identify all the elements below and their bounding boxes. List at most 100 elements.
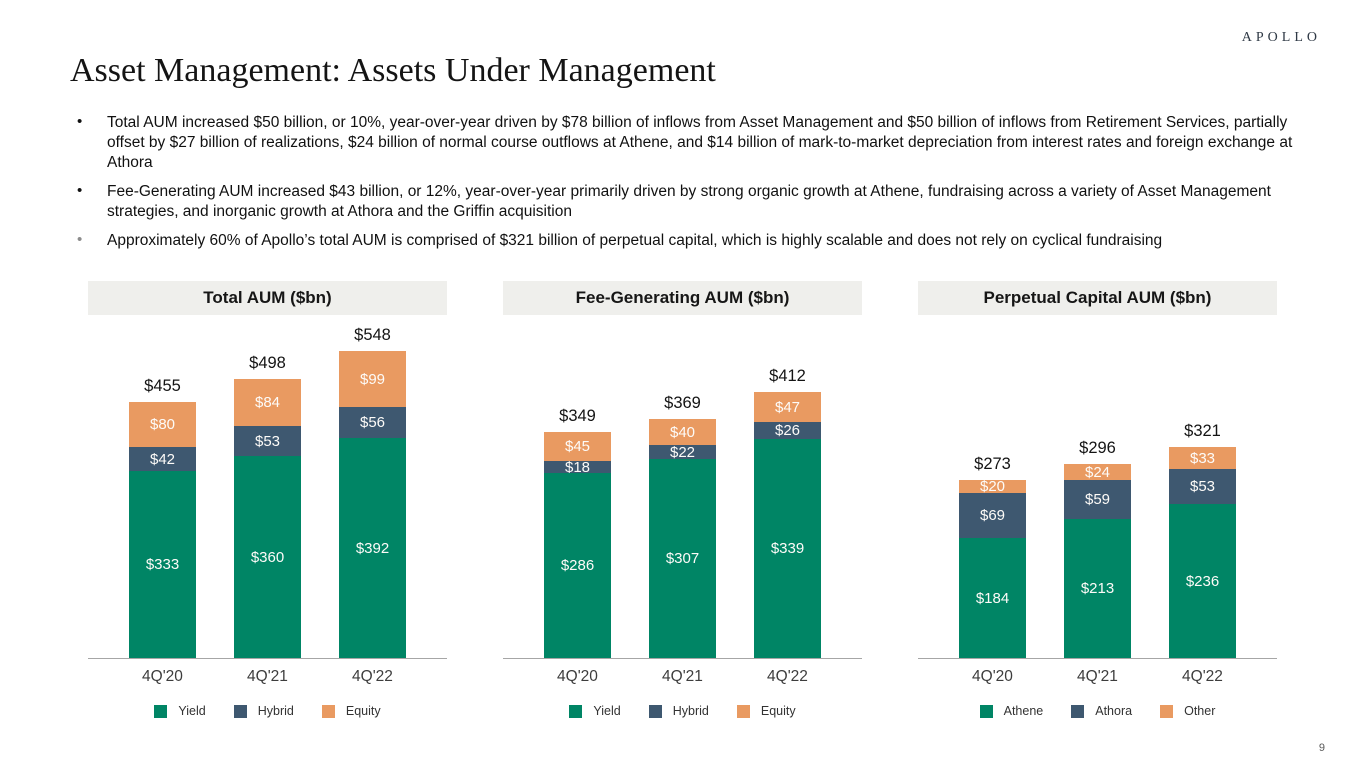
legend-label: Hybrid <box>672 704 709 718</box>
page-number: 9 <box>1318 742 1325 754</box>
bar-segment-equity: $80 <box>129 402 196 447</box>
bar-segment-athora: $69 <box>959 493 1026 538</box>
legend-swatch-icon <box>736 704 750 718</box>
chart-bars: $286 $18 $45 $349 $307 $22 $40 $369 $339 $26 $47 $4… <box>503 367 862 658</box>
bar-total-label: $273 <box>974 455 1011 473</box>
bullet-item-fee-generating-aum: Fee-Generating AUM increased $43 billion… <box>70 181 1296 222</box>
bar-4q21: $360 $53 $84 $498 <box>234 354 301 658</box>
charts-row: Total AUM ($bn) $333 $42 $80 $455 $360 $53 $84… <box>0 281 1365 718</box>
bullet-item-total-aum: Total AUM increased $50 billion, or 10%,… <box>70 112 1296 173</box>
legend-item-hybrid: Hybrid <box>648 704 709 718</box>
bar-4q22: $392 $56 $99 $548 <box>339 326 406 658</box>
bar-segment-yield: $307 <box>649 459 716 658</box>
bar-total-label: $455 <box>144 377 181 395</box>
legend-swatch-icon <box>569 704 583 718</box>
legend-label: Yield <box>178 704 206 718</box>
legend-item-equity: Equity <box>736 704 796 718</box>
x-axis-label: 4Q'20 <box>557 668 598 685</box>
bar-segment-athora: $59 <box>1064 480 1131 519</box>
bar-4q20: $333 $42 $80 $455 <box>129 377 196 658</box>
legend-label: Equity <box>345 704 381 718</box>
page-title: Asset Management: Assets Under Managemen… <box>70 52 716 89</box>
legend-swatch-icon <box>1071 704 1085 718</box>
chart-x-axis: 4Q'20 4Q'21 4Q'22 <box>88 668 447 686</box>
bar-segment-yield: $339 <box>754 439 821 658</box>
bar-segment-yield: $333 <box>129 471 196 658</box>
chart-x-axis: 4Q'20 4Q'21 4Q'22 <box>918 668 1277 686</box>
legend-item-equity: Equity <box>321 704 381 718</box>
bar-segment-yield: $360 <box>234 456 301 658</box>
bar-segment-other: $33 <box>1169 447 1236 469</box>
bar-segment-hybrid: $26 <box>754 422 821 439</box>
bar-segment-athora: $53 <box>1169 469 1236 504</box>
bar-4q20: $184 $69 $20 $273 <box>959 455 1026 658</box>
bar-segment-equity: $47 <box>754 392 821 422</box>
bar-segment-yield: $286 <box>544 473 611 658</box>
bar-segment-athene: $213 <box>1064 519 1131 658</box>
legend-label: Athora <box>1095 704 1133 718</box>
chart-bars: $184 $69 $20 $273 $213 $59 $24 $296 $236 $53 $33 $3… <box>918 422 1277 658</box>
chart-plot: $184 $69 $20 $273 $213 $59 $24 $296 $236 $53 $33 $3… <box>918 315 1277 659</box>
legend-swatch-icon <box>154 704 168 718</box>
bar-segment-athene: $236 <box>1169 504 1236 658</box>
chart-plot: $333 $42 $80 $455 $360 $53 $84 $498 $392 $56 $99 $5… <box>88 315 447 659</box>
apollo-logo: APOLLO <box>1241 30 1321 45</box>
legend-label: Athene <box>1003 704 1044 718</box>
bar-total-label: $321 <box>1184 422 1221 440</box>
chart-x-axis: 4Q'20 4Q'21 4Q'22 <box>503 668 862 686</box>
legend-swatch-icon <box>1160 704 1174 718</box>
chart-title: Total AUM ($bn) <box>88 281 447 315</box>
bar-segment-athene: $184 <box>959 538 1026 658</box>
bar-segment-hybrid: $53 <box>234 426 301 456</box>
legend-swatch-icon <box>979 704 993 718</box>
legend-label: Yield <box>593 704 621 718</box>
bar-total-label: $548 <box>354 326 391 344</box>
bar-segment-hybrid: $42 <box>129 447 196 471</box>
bar-4q21: $307 $22 $40 $369 <box>649 394 716 658</box>
chart-legend: Yield Hybrid Equity <box>88 704 447 718</box>
legend-item-athene: Athene <box>979 704 1044 718</box>
chart-bars: $333 $42 $80 $455 $360 $53 $84 $498 $392 $56 $99 $5… <box>88 326 447 658</box>
x-axis-label: 4Q'20 <box>972 668 1013 685</box>
bar-total-label: $498 <box>249 354 286 372</box>
chart-title: Fee-Generating AUM ($bn) <box>503 281 862 315</box>
chart-panel-fee-generating-aum: Fee-Generating AUM ($bn) $286 $18 $45 $349 $… <box>503 281 862 718</box>
bar-segment-equity: $99 <box>339 351 406 407</box>
chart-title: Perpetual Capital AUM ($bn) <box>918 281 1277 315</box>
x-axis-label: 4Q'21 <box>1077 668 1118 685</box>
bar-segment-hybrid: $56 <box>339 407 406 438</box>
chart-legend: Athene Athora Other <box>918 704 1277 718</box>
legend-label: Equity <box>760 704 796 718</box>
legend-item-hybrid: Hybrid <box>233 704 294 718</box>
bar-segment-other: $24 <box>1064 464 1131 481</box>
bar-total-label: $412 <box>769 367 806 385</box>
legend-swatch-icon <box>648 704 662 718</box>
bullet-list: Total AUM increased $50 billion, or 10%,… <box>70 112 1296 260</box>
bar-total-label: $296 <box>1079 439 1116 457</box>
chart-panel-total-aum: Total AUM ($bn) $333 $42 $80 $455 $360 $53 $84… <box>88 281 447 718</box>
bar-segment-equity: $84 <box>234 379 301 426</box>
legend-swatch-icon <box>233 704 247 718</box>
bar-segment-hybrid: $22 <box>649 444 716 461</box>
bar-total-label: $349 <box>559 407 596 425</box>
chart-plot: $286 $18 $45 $349 $307 $22 $40 $369 $339 $26 $47 $4… <box>503 315 862 659</box>
x-axis-label: 4Q'22 <box>352 668 393 685</box>
x-axis-label: 4Q'21 <box>662 668 703 685</box>
bar-4q21: $213 $59 $24 $296 <box>1064 439 1131 658</box>
bar-segment-yield: $392 <box>339 438 406 658</box>
x-axis-label: 4Q'21 <box>247 668 288 685</box>
x-axis-label: 4Q'22 <box>1182 668 1223 685</box>
legend-item-yield: Yield <box>569 704 621 718</box>
chart-panel-perpetual-capital-aum: Perpetual Capital AUM ($bn) $184 $69 $20 $2… <box>918 281 1277 718</box>
legend-item-yield: Yield <box>154 704 206 718</box>
bar-total-label: $369 <box>664 394 701 412</box>
bar-4q22: $236 $53 $33 $321 <box>1169 422 1236 658</box>
legend-item-athora: Athora <box>1071 704 1132 718</box>
bullet-item-perpetual-capital: Approximately 60% of Apollo’s total AUM … <box>70 230 1296 251</box>
legend-swatch-icon <box>321 704 335 718</box>
legend-item-other: Other <box>1160 704 1215 718</box>
bar-segment-other: $20 <box>959 478 1026 495</box>
legend-label: Hybrid <box>257 704 294 718</box>
bar-segment-hybrid: $18 <box>544 459 611 476</box>
